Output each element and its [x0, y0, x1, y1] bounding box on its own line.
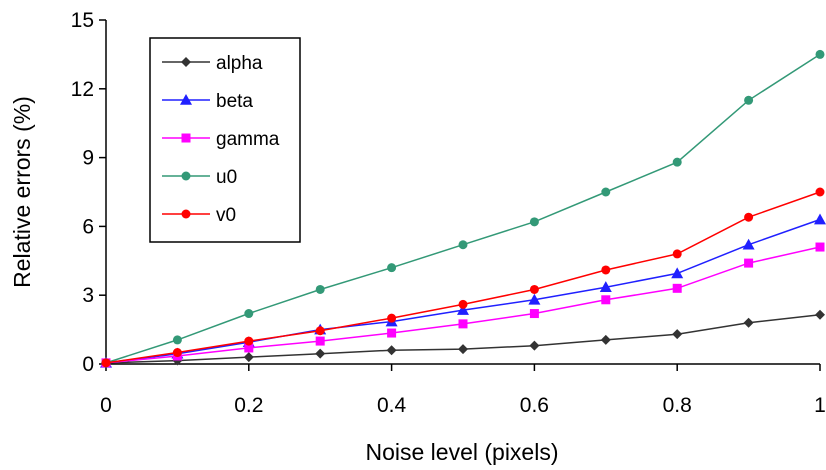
legend-marker-beta	[180, 94, 192, 105]
data-point-gamma	[387, 328, 397, 338]
data-point-u0	[458, 240, 468, 250]
x-tick-label: 0.6	[520, 394, 549, 417]
data-point-beta	[671, 267, 684, 279]
data-point-alpha	[386, 345, 397, 356]
data-point-alpha	[529, 340, 540, 351]
data-point-u0	[315, 284, 325, 294]
data-point-v0	[672, 249, 682, 259]
data-point-beta	[599, 281, 612, 292]
y-tick-label: 15	[71, 9, 94, 32]
x-tick-label: 0.4	[377, 394, 407, 417]
data-point-gamma	[529, 309, 539, 319]
data-point-u0	[172, 335, 182, 345]
legend-marker-alpha	[181, 57, 191, 67]
legend-label-beta: beta	[216, 91, 253, 112]
y-tick-label: 6	[82, 215, 94, 238]
x-tick-label: 0.2	[234, 394, 263, 417]
x-tick-label: 0	[100, 394, 112, 417]
y-tick-label: 9	[82, 147, 94, 170]
data-point-gamma	[672, 283, 682, 293]
data-point-alpha	[743, 317, 754, 328]
data-point-alpha	[600, 334, 611, 345]
legend-marker-v0	[181, 209, 191, 219]
data-point-v0	[172, 348, 182, 358]
data-point-v0	[601, 265, 611, 275]
data-point-v0	[744, 212, 754, 222]
data-point-gamma	[315, 336, 325, 346]
data-point-alpha	[243, 352, 254, 363]
y-axis-title: Relative errors (%)	[9, 96, 35, 288]
series-v0	[101, 187, 825, 368]
data-point-gamma	[244, 343, 254, 353]
legend-label-alpha: alpha	[216, 53, 263, 74]
y-tick-label: 12	[71, 78, 94, 101]
y-tick-label: 0	[82, 353, 94, 376]
data-point-beta	[742, 238, 755, 250]
data-point-gamma	[744, 258, 754, 268]
legend-marker-gamma	[181, 133, 191, 143]
data-point-u0	[601, 187, 611, 197]
data-point-u0	[815, 49, 825, 59]
data-point-u0	[744, 95, 754, 105]
data-point-v0	[244, 336, 254, 346]
data-point-alpha	[815, 309, 825, 320]
data-point-u0	[387, 263, 397, 273]
data-point-gamma	[458, 319, 468, 329]
data-point-u0	[672, 157, 682, 167]
data-point-v0	[387, 313, 397, 323]
data-point-v0	[529, 284, 539, 294]
data-point-beta	[814, 213, 826, 225]
data-point-beta	[528, 293, 541, 305]
legend-box	[149, 37, 301, 243]
data-point-u0	[244, 309, 254, 319]
series-gamma	[101, 242, 825, 368]
data-point-v0	[315, 326, 325, 336]
series-layer	[100, 49, 826, 368]
x-tick-label: 0.8	[663, 394, 692, 417]
series-alpha	[101, 309, 825, 368]
data-point-beta	[457, 304, 469, 315]
data-point-gamma	[601, 295, 611, 305]
data-point-v0	[458, 299, 468, 309]
x-tick-label: 1	[814, 394, 826, 417]
y-tick-label: 3	[82, 284, 94, 307]
legend-label-gamma: gamma	[216, 129, 280, 150]
data-point-alpha	[458, 344, 468, 355]
data-point-alpha	[315, 348, 326, 359]
legend-label-u0: u0	[216, 167, 237, 188]
legend: alpha beta gamma u0 v0	[149, 37, 301, 243]
legend-marker-u0	[181, 171, 191, 181]
data-point-v0	[101, 358, 111, 368]
x-axis-title: Noise level (pixels)	[365, 439, 558, 465]
data-point-v0	[815, 187, 825, 197]
legend-label-v0: v0	[216, 205, 236, 226]
axes: 0 3 6 9 12 15 0 0.2 0.4 0.6 0.8 1	[71, 9, 826, 417]
data-point-u0	[529, 217, 539, 227]
data-point-gamma	[815, 242, 825, 252]
data-point-alpha	[672, 329, 683, 340]
